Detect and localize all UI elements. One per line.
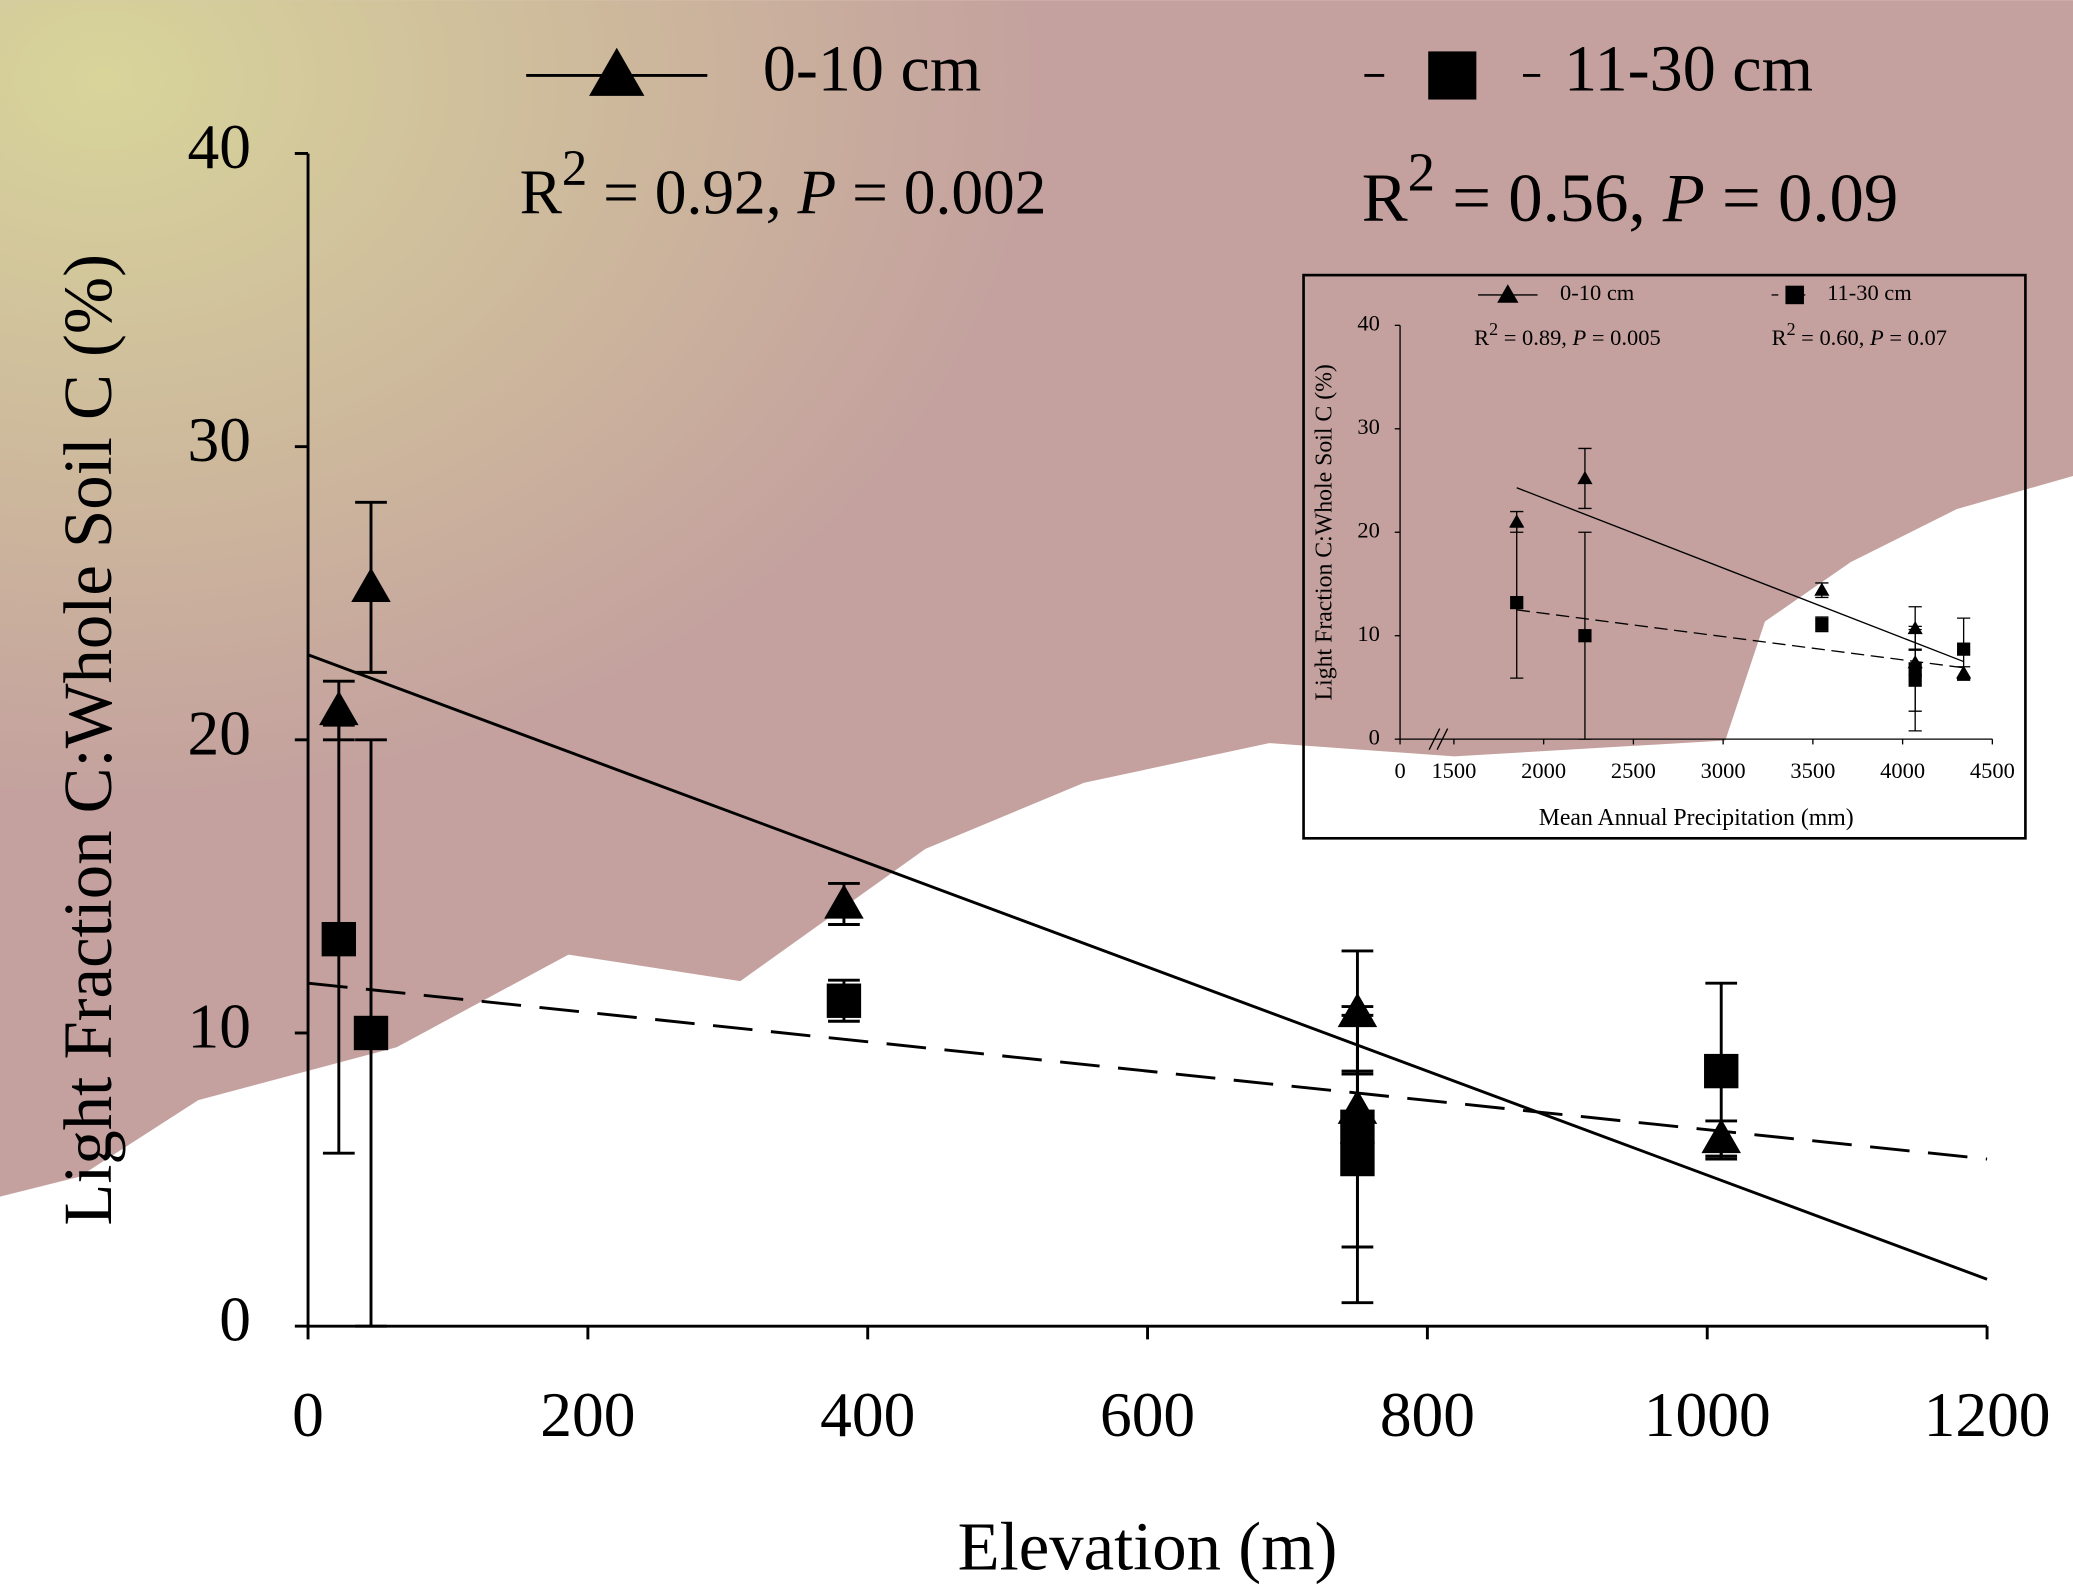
stats-part: 2 xyxy=(1787,319,1796,339)
y-tick-label: 20 xyxy=(1357,517,1379,542)
square-marker xyxy=(1785,286,1804,305)
y-tick-label: 30 xyxy=(187,404,250,475)
map-highlight xyxy=(0,0,2073,1592)
y-axis-label: Light Fraction C:Whole Soil C (%) xyxy=(50,254,126,1226)
stats-part: R xyxy=(1474,325,1489,350)
x-tick-label: 3500 xyxy=(1790,758,1835,783)
stats-part: P xyxy=(1869,325,1884,350)
x-tick-label: 400 xyxy=(820,1379,915,1450)
y-tick-label: 20 xyxy=(187,697,250,768)
legend-label: 11-30 cm xyxy=(1564,33,1813,106)
x-tick-label: 4000 xyxy=(1880,758,1925,783)
x-tick-label: 1000 xyxy=(1644,1379,1771,1450)
x-tick-label: 1200 xyxy=(1924,1379,2051,1450)
x-tick-label: 0 xyxy=(1394,758,1405,783)
square-marker xyxy=(1340,1142,1374,1176)
stats-part: 2 xyxy=(1489,319,1498,339)
square-marker xyxy=(827,984,861,1018)
square-marker xyxy=(1909,674,1922,687)
stats-part: = 0.07 xyxy=(1884,325,1947,350)
x-tick-label: 0 xyxy=(292,1379,324,1450)
square-marker xyxy=(1578,629,1591,642)
y-tick-label: 0 xyxy=(219,1284,251,1355)
x-tick-label: 4500 xyxy=(1970,758,2015,783)
x-tick-label: 2000 xyxy=(1521,758,1566,783)
square-marker xyxy=(1428,51,1476,99)
x-tick-label: 2500 xyxy=(1611,758,1656,783)
stats-part: = 0.92, xyxy=(587,156,797,227)
square-marker xyxy=(1510,596,1523,609)
y-tick-label: 40 xyxy=(187,111,250,182)
square-marker xyxy=(1815,618,1828,631)
stats-part: = 0.89, xyxy=(1498,325,1572,350)
page: {"chart_data": [ {"type": "scatter", "x_… xyxy=(0,0,2073,1592)
square-marker xyxy=(354,1016,388,1050)
x-tick-label: 600 xyxy=(1100,1379,1195,1450)
y-axis-label: Light Fraction C:Whole Soil C (%) xyxy=(1311,364,1337,700)
x-axis-label: Mean Annual Precipitation (mm) xyxy=(1539,805,1854,831)
y-tick-label: 10 xyxy=(187,991,250,1062)
x-tick-label: 3000 xyxy=(1701,758,1746,783)
stats-part: = 0.005 xyxy=(1586,325,1660,350)
y-tick-label: 40 xyxy=(1357,311,1379,336)
stats-part: P xyxy=(1572,325,1587,350)
y-tick-label: 30 xyxy=(1357,414,1379,439)
square-marker xyxy=(1957,643,1970,656)
stats-part: R xyxy=(1772,325,1787,350)
legend-label: 0-10 cm xyxy=(1560,280,1635,305)
stats-part: 2 xyxy=(562,140,587,196)
x-axis-label: Elevation (m) xyxy=(958,1508,1338,1584)
chart: 020040060080010001200010203040Elevation … xyxy=(0,0,2073,1592)
y-tick-label: 0 xyxy=(1369,724,1380,749)
stats-part: P xyxy=(1662,160,1705,236)
stats-part: R xyxy=(520,156,563,227)
x-tick-label: 800 xyxy=(1380,1379,1475,1450)
square-marker xyxy=(1704,1054,1738,1088)
stats-part: = 0.002 xyxy=(836,156,1046,227)
legend-label: 0-10 cm xyxy=(763,33,981,106)
stats-part: = 0.60, xyxy=(1796,325,1870,350)
stats-part: = 0.09 xyxy=(1705,160,1898,236)
stats-part: 2 xyxy=(1408,141,1436,202)
legend-label: 11-30 cm xyxy=(1827,280,1912,305)
stats-part: R xyxy=(1362,160,1408,236)
square-marker xyxy=(322,922,356,956)
stats-part: = 0.56, xyxy=(1435,160,1663,236)
y-tick-label: 10 xyxy=(1357,621,1379,646)
x-tick-label: 200 xyxy=(540,1379,635,1450)
stats-part: P xyxy=(796,156,836,227)
x-tick-label: 1500 xyxy=(1431,758,1476,783)
